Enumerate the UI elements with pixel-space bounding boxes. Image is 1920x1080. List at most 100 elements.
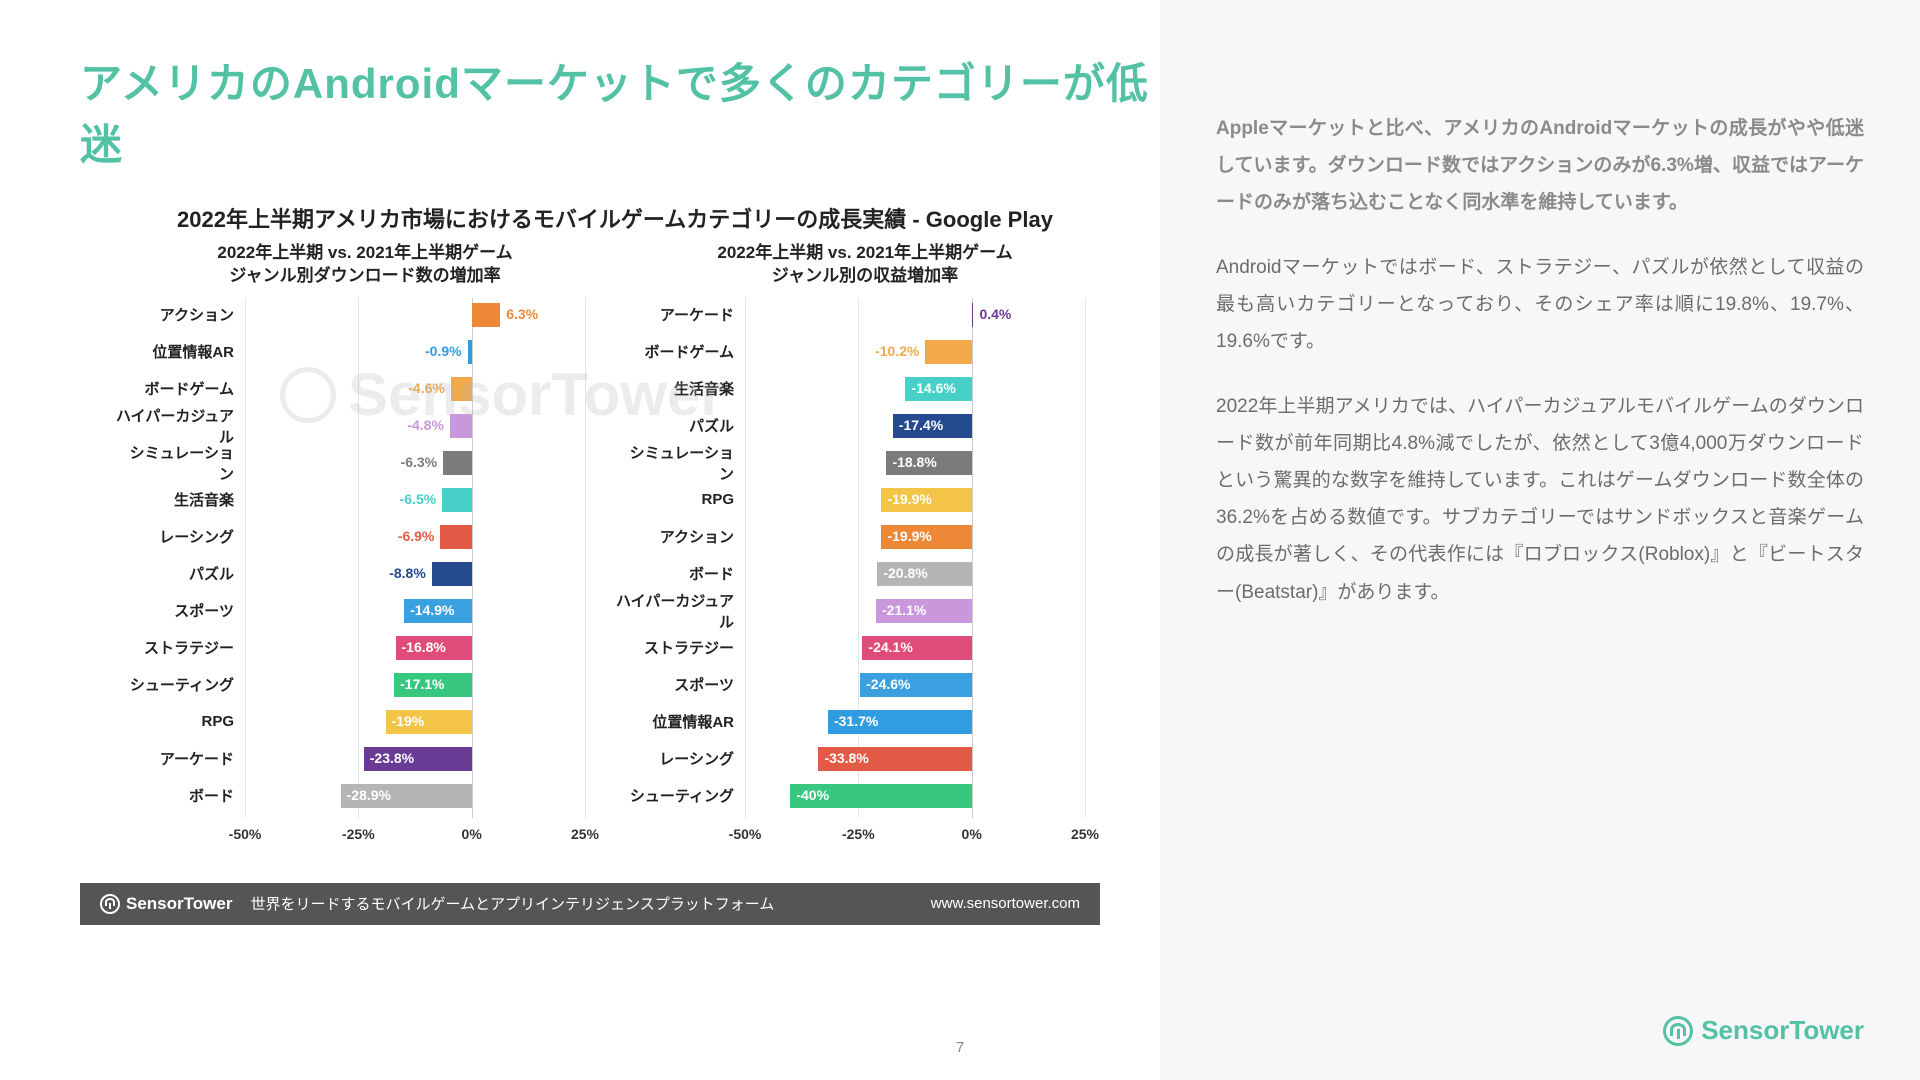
axis-tick: -25% bbox=[342, 826, 375, 842]
bar-row: アーケード 0.4% bbox=[615, 298, 1115, 332]
bar-category: シミュレーション bbox=[615, 442, 740, 484]
bar-value-label: -4.6% bbox=[408, 380, 445, 396]
bar-value-label: -0.9% bbox=[425, 343, 462, 359]
bar-row: レーシング-33.8% bbox=[615, 742, 1115, 776]
bar-row: ストラテジー -16.8% bbox=[115, 631, 615, 665]
bar-row: ボード -28.9% bbox=[115, 779, 615, 813]
bar-value-label: -17.1% bbox=[400, 676, 444, 692]
bar-category: RPG bbox=[115, 713, 240, 730]
bar-value-label: -10.2% bbox=[875, 343, 919, 359]
tower-icon bbox=[1663, 1016, 1693, 1046]
bar-row: 生活音楽 -6.5% bbox=[115, 483, 615, 517]
bar-category: レーシング bbox=[115, 526, 240, 547]
bar bbox=[972, 303, 974, 327]
bar bbox=[472, 303, 501, 327]
bar-row: ストラテジー -24.1% bbox=[615, 631, 1115, 665]
bar bbox=[440, 525, 471, 549]
main-content: アメリカのAndroidマーケットで多くのカテゴリーが低迷 2022年上半期アメ… bbox=[0, 0, 1160, 1080]
bar-category: パズル bbox=[615, 415, 740, 436]
bar-value-label: -18.8% bbox=[892, 454, 936, 470]
footer-logo: SensorTower bbox=[100, 894, 232, 914]
axis-tick: 0% bbox=[962, 826, 982, 842]
bar-value-label: -24.6% bbox=[866, 676, 910, 692]
bar-row: レーシング -6.9% bbox=[115, 520, 615, 554]
bar-category: シューティング bbox=[115, 674, 240, 695]
axis-tick: -50% bbox=[729, 826, 762, 842]
bar-category: スポーツ bbox=[115, 600, 240, 621]
side-para-3: 2022年上半期アメリカでは、ハイパーカジュアルモバイルゲームのダウンロード数が… bbox=[1216, 388, 1864, 610]
bar-value-label: -17.4% bbox=[899, 417, 943, 433]
bar-category: スポーツ bbox=[615, 674, 740, 695]
bar-row: RPG -19% bbox=[115, 705, 615, 739]
bar-category: ハイパーカジュアル bbox=[115, 405, 240, 447]
bar-value-label: -28.9% bbox=[347, 787, 391, 803]
bar-category: ボードゲーム bbox=[615, 341, 740, 362]
bar-value-label: -19.9% bbox=[887, 528, 931, 544]
bar-row: アクション 6.3% bbox=[115, 298, 615, 332]
bar-row: 生活音楽-14.6% bbox=[615, 372, 1115, 406]
brand-logo: SensorTower bbox=[1663, 1015, 1864, 1046]
footer-tagline: 世界をリードするモバイルゲームとアプリインテリジェンスプラットフォーム bbox=[250, 893, 774, 914]
bar-value-label: -14.6% bbox=[911, 380, 955, 396]
bar-row: アーケード-23.8% bbox=[115, 742, 615, 776]
axis-tick: 25% bbox=[1071, 826, 1099, 842]
bar-value-label: -19% bbox=[392, 713, 425, 729]
bar-category: ハイパーカジュアル bbox=[615, 590, 740, 632]
bar-category: アーケード bbox=[615, 304, 740, 325]
bar-category: ボード bbox=[615, 563, 740, 584]
bar-row: シューティング -17.1% bbox=[115, 668, 615, 702]
tower-icon bbox=[100, 894, 120, 914]
bar-value-label: -19.9% bbox=[887, 491, 931, 507]
bar-value-label: -31.7% bbox=[834, 713, 878, 729]
bar-category: シューティング bbox=[615, 785, 740, 806]
bar-value-label: -6.5% bbox=[400, 491, 437, 507]
sidebar-text: Appleマーケットと比べ、アメリカのAndroidマーケットの成長がやや低迷し… bbox=[1160, 0, 1920, 1080]
bar-category: アクション bbox=[615, 526, 740, 547]
bar-value-label: -14.9% bbox=[410, 602, 454, 618]
chart-main-title: 2022年上半期アメリカ市場におけるモバイルゲームカテゴリーの成長実績 - Go… bbox=[80, 202, 1150, 234]
bar-category: パズル bbox=[115, 563, 240, 584]
bar-row: ハイパーカジュアル-21.1% bbox=[615, 594, 1115, 628]
bar-category: ストラテジー bbox=[615, 637, 740, 658]
bar-value-label: -40% bbox=[796, 787, 829, 803]
bar-value-label: -24.1% bbox=[868, 639, 912, 655]
chart-right-subtitle: 2022年上半期 vs. 2021年上半期ゲームジャンル別の収益増加率 bbox=[615, 242, 1115, 288]
bar-value-label: -33.8% bbox=[824, 750, 868, 766]
bar-row: シミュレーション-6.3% bbox=[115, 446, 615, 480]
bar-row: 位置情報AR -31.7% bbox=[615, 705, 1115, 739]
bar-row: RPG-19.9% bbox=[615, 483, 1115, 517]
bar-value-label: -20.8% bbox=[883, 565, 927, 581]
bar bbox=[432, 562, 472, 586]
bar-category: ボード bbox=[115, 785, 240, 806]
bar-value-label: -8.8% bbox=[389, 565, 426, 581]
axis-tick: 0% bbox=[462, 826, 482, 842]
bar-row: ボード -20.8% bbox=[615, 557, 1115, 591]
bar-row: シューティング -40% bbox=[615, 779, 1115, 813]
bar bbox=[468, 340, 472, 364]
bar-category: 位置情報AR bbox=[115, 341, 240, 362]
bar-category: アクション bbox=[115, 304, 240, 325]
bar-row: ボードゲーム -4.6% bbox=[115, 372, 615, 406]
bar-value-label: -6.9% bbox=[398, 528, 435, 544]
side-para-1: Appleマーケットと比べ、アメリカのAndroidマーケットの成長がやや低迷し… bbox=[1216, 110, 1864, 221]
bar-value-label: 0.4% bbox=[979, 306, 1011, 322]
bar bbox=[442, 488, 471, 512]
bar bbox=[443, 451, 472, 475]
bar-category: シミュレーション bbox=[115, 442, 240, 484]
bar-row: 位置情報AR -0.9% bbox=[115, 335, 615, 369]
bar-category: 生活音楽 bbox=[115, 489, 240, 510]
bar-row: スポーツ -14.9% bbox=[115, 594, 615, 628]
bar-row: パズル -8.8% bbox=[115, 557, 615, 591]
bar-category: ボードゲーム bbox=[115, 378, 240, 399]
bar-category: ストラテジー bbox=[115, 637, 240, 658]
bar-row: ハイパーカジュアル-4.8% bbox=[115, 409, 615, 443]
bar-value-label: 6.3% bbox=[506, 306, 538, 322]
bar-row: アクション -19.9% bbox=[615, 520, 1115, 554]
bar-row: スポーツ -24.6% bbox=[615, 668, 1115, 702]
bar-value-label: -16.8% bbox=[402, 639, 446, 655]
bar bbox=[450, 414, 472, 438]
bar-category: 位置情報AR bbox=[615, 711, 740, 732]
chart-right: 2022年上半期 vs. 2021年上半期ゲームジャンル別の収益増加率 -50%… bbox=[615, 242, 1115, 848]
bar-category: アーケード bbox=[115, 748, 240, 769]
chart-left-subtitle: 2022年上半期 vs. 2021年上半期ゲームジャンル別ダウンロード数の増加率 bbox=[115, 242, 615, 288]
